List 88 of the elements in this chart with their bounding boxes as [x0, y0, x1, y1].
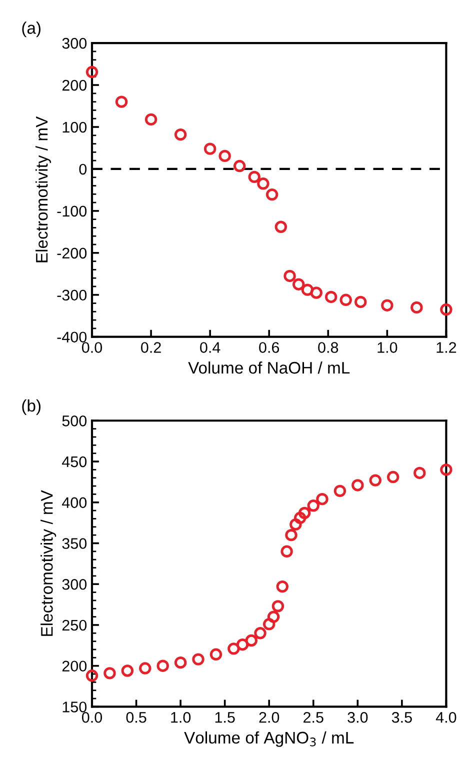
point [236, 638, 249, 651]
point [340, 294, 352, 306]
point [174, 128, 187, 141]
point [266, 188, 278, 201]
y-tick-label: -300 [57, 290, 87, 301]
point [414, 466, 426, 480]
point [144, 113, 158, 126]
chart-title: (b) [22, 399, 40, 415]
y-tick-label: 300 [62, 578, 87, 590]
y-tick-label: -400 [57, 332, 87, 343]
x-tick-label: 4.0 [436, 712, 456, 723]
point [257, 178, 270, 190]
point [262, 618, 276, 630]
y-tick-label: 300 [62, 38, 87, 49]
point [354, 296, 367, 308]
x-tick-label: 2.0 [259, 712, 280, 723]
point [381, 299, 394, 312]
point [440, 303, 452, 316]
y-axis-title: Electromotivity / mV [35, 116, 52, 262]
x-axis-title: Volume of AgNO$_{3}$ / mL [184, 731, 354, 747]
point [104, 667, 116, 680]
x-tick-label: 0.2 [141, 342, 161, 353]
point [386, 470, 400, 484]
point [115, 96, 128, 108]
point [204, 142, 216, 155]
point [307, 500, 320, 512]
x-tick-label: 2.5 [304, 712, 324, 723]
x-tick-label: 0.0 [82, 342, 102, 353]
point [174, 656, 187, 669]
x-tick-label: 1.5 [215, 712, 235, 723]
y-tick-label: 500 [62, 416, 87, 426]
point [210, 648, 222, 661]
y-tick-label: 400 [62, 497, 87, 508]
point [274, 220, 288, 233]
point [86, 670, 98, 682]
point [218, 150, 231, 162]
x-tick-label: 1.2 [436, 342, 456, 353]
point [290, 518, 302, 531]
point [121, 664, 134, 677]
point [334, 484, 346, 498]
point [156, 660, 169, 672]
point [294, 512, 306, 524]
point [280, 545, 293, 558]
x-axis-title: Volume of NaOH / mL [188, 361, 350, 374]
x-tick-label: 1.0 [378, 342, 398, 353]
point [285, 528, 298, 542]
point [139, 662, 152, 674]
point [369, 474, 382, 486]
point [228, 642, 240, 655]
point [324, 290, 338, 304]
x-tick-label: 3.5 [392, 712, 412, 723]
point [86, 66, 98, 78]
x-tick-label: 1.0 [171, 712, 191, 723]
x-tick-label: 0.6 [259, 342, 280, 353]
point [310, 286, 322, 299]
y-tick-label: 450 [62, 456, 87, 468]
point [272, 600, 284, 612]
x-tick-label: 0.8 [318, 342, 338, 353]
point [192, 653, 204, 666]
point [292, 278, 305, 290]
y-tick-label: 250 [62, 620, 87, 631]
chart-title: (a) [22, 22, 40, 38]
y-tick-label: 0 [79, 164, 87, 175]
point [245, 634, 258, 647]
x-tick-label: 0.4 [200, 342, 220, 353]
point [284, 270, 296, 282]
point [254, 627, 266, 640]
x-tick-label: 3.0 [348, 712, 368, 723]
point [276, 580, 288, 593]
y-tick-label: -200 [57, 248, 87, 259]
point [233, 160, 246, 172]
y-tick-label: -100 [57, 206, 87, 217]
point [248, 170, 260, 184]
point [352, 479, 364, 492]
point [301, 284, 314, 296]
point [298, 506, 311, 520]
y-tick-label: 200 [62, 80, 87, 91]
y-tick-label: 350 [62, 538, 87, 549]
x-tick-label: 0.5 [126, 712, 146, 723]
y-tick-label: 200 [62, 660, 87, 672]
y-tick-label: 150 [62, 702, 87, 712]
y-axis-title: Electromotivity / mV [40, 490, 56, 636]
x-tick-label: 0.0 [82, 712, 102, 723]
point [316, 492, 328, 506]
point [267, 610, 280, 623]
y-tick-label: 100 [62, 122, 87, 133]
point [440, 464, 452, 476]
point [410, 301, 423, 314]
